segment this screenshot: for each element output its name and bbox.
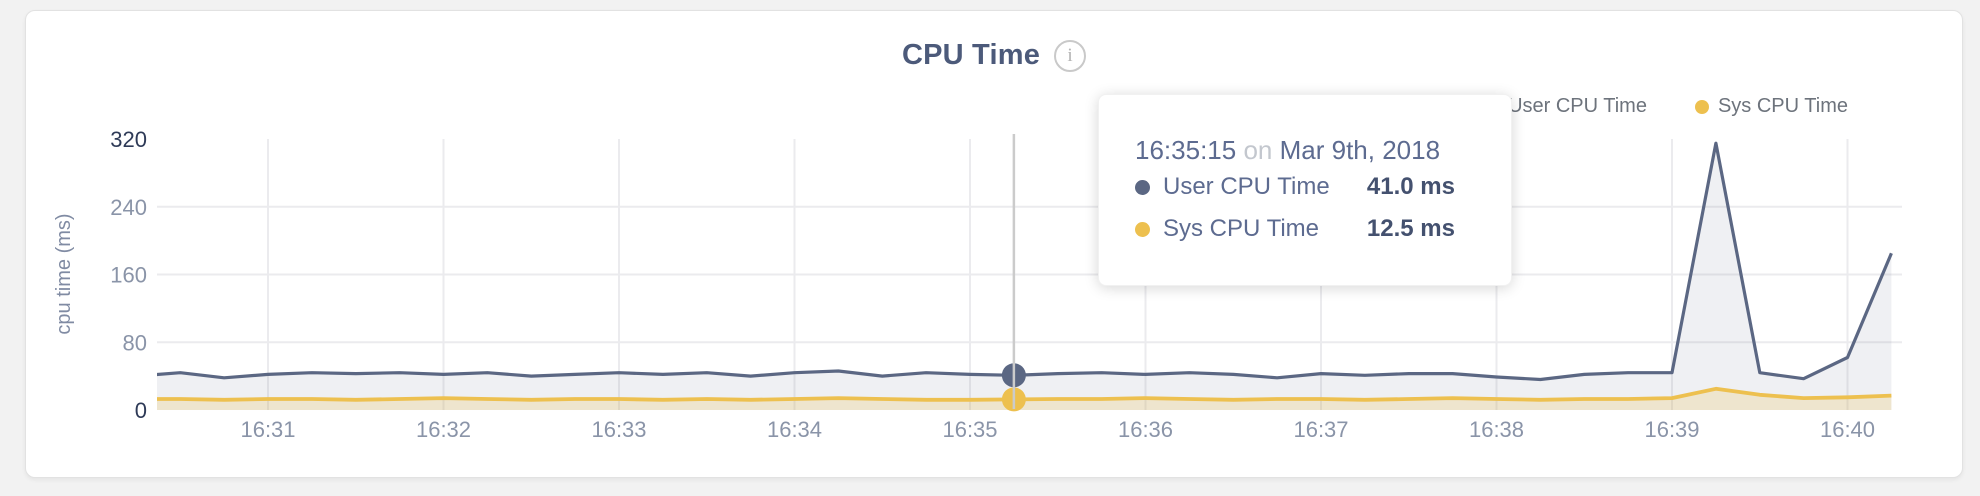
y-tick-label: 0 bbox=[135, 398, 147, 423]
y-axis-title: cpu time (ms) bbox=[53, 213, 75, 334]
x-tick-label: 16:32 bbox=[416, 417, 471, 442]
chart-header: CPU Time i bbox=[26, 39, 1962, 72]
tooltip-value-sys: 12.5 ms bbox=[1366, 215, 1455, 242]
chart-tooltip: 16:35:15 on Mar 9th, 2018 User CPU Time … bbox=[1098, 94, 1512, 286]
info-icon[interactable]: i bbox=[1054, 39, 1087, 72]
chart-title: CPU Time bbox=[901, 39, 1041, 71]
tooltip-connector: on bbox=[1243, 135, 1273, 165]
tooltip-title: 16:35:15 on Mar 9th, 2018 bbox=[1135, 135, 1455, 165]
y-tick-label: 80 bbox=[123, 330, 147, 355]
legend-item-sys-cpu-time[interactable]: Sys CPU Time bbox=[1694, 95, 1848, 118]
x-tick-label: 16:33 bbox=[591, 417, 646, 442]
x-tick-label: 16:40 bbox=[1820, 417, 1875, 442]
tooltip-row-user: User CPU Time 41.0 ms bbox=[1135, 167, 1455, 207]
x-tick-label: 16:31 bbox=[240, 417, 295, 442]
tooltip-dot-user bbox=[1135, 179, 1150, 195]
tooltip-row-sys: Sys CPU Time 12.5 ms bbox=[1135, 209, 1455, 249]
tooltip-label-user: User CPU Time bbox=[1163, 173, 1330, 200]
x-tick-label: 16:39 bbox=[1644, 417, 1699, 442]
legend-dot-sys bbox=[1694, 99, 1709, 114]
tooltip-dot-sys bbox=[1135, 221, 1150, 237]
info-icon-glyph: i bbox=[1067, 44, 1073, 66]
tooltip-time: 16:35:15 bbox=[1135, 135, 1237, 165]
tooltip-date: Mar 9th, 2018 bbox=[1279, 135, 1441, 165]
legend-label-user: User CPU Time bbox=[1508, 95, 1647, 117]
legend-label-sys: Sys CPU Time bbox=[1717, 95, 1848, 117]
user-cpu-area bbox=[157, 143, 1892, 410]
y-tick-label: 160 bbox=[110, 263, 147, 288]
x-tick-label: 16:36 bbox=[1118, 417, 1173, 442]
y-tick-label: 320 bbox=[110, 127, 147, 152]
x-tick-label: 16:38 bbox=[1469, 417, 1524, 442]
x-tick-label: 16:35 bbox=[942, 417, 997, 442]
x-tick-label: 16:34 bbox=[767, 417, 822, 442]
tooltip-value-user: 41.0 ms bbox=[1366, 173, 1455, 200]
x-tick-label: 16:37 bbox=[1293, 417, 1348, 442]
chart-legend: User CPU Time Sys CPU Time bbox=[1485, 95, 1848, 118]
tooltip-label-sys: Sys CPU Time bbox=[1163, 215, 1320, 242]
y-tick-label: 240 bbox=[110, 195, 147, 220]
